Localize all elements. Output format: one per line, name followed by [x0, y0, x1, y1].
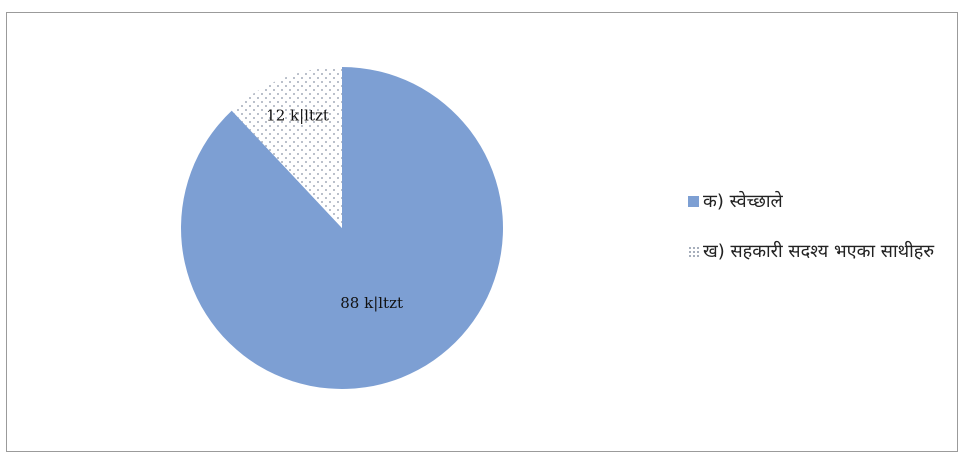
legend-swatch-0	[688, 196, 699, 207]
data-label-0: 88 k|ltzt	[340, 294, 403, 312]
pie-slice-1	[231, 67, 342, 228]
legend-label-1: ख) सहकारी सदश्य भएका साथीहरु	[703, 241, 935, 262]
legend-item-1: ख) सहकारी सदश्य भएका साथीहरु	[688, 238, 958, 266]
data-label-1: 12 k|ltzt	[266, 107, 329, 125]
legend-swatch-1	[688, 246, 699, 257]
legend-item-0: क) स्वेच्छाले	[688, 188, 958, 216]
legend-label-0: क) स्वेच्छाले	[703, 191, 783, 212]
legend: क) स्वेच्छाले ख) सहकारी सदश्य भएका साथीह…	[688, 188, 958, 288]
pie-chart: 88 k|ltzt 12 k|ltzt	[181, 67, 504, 389]
